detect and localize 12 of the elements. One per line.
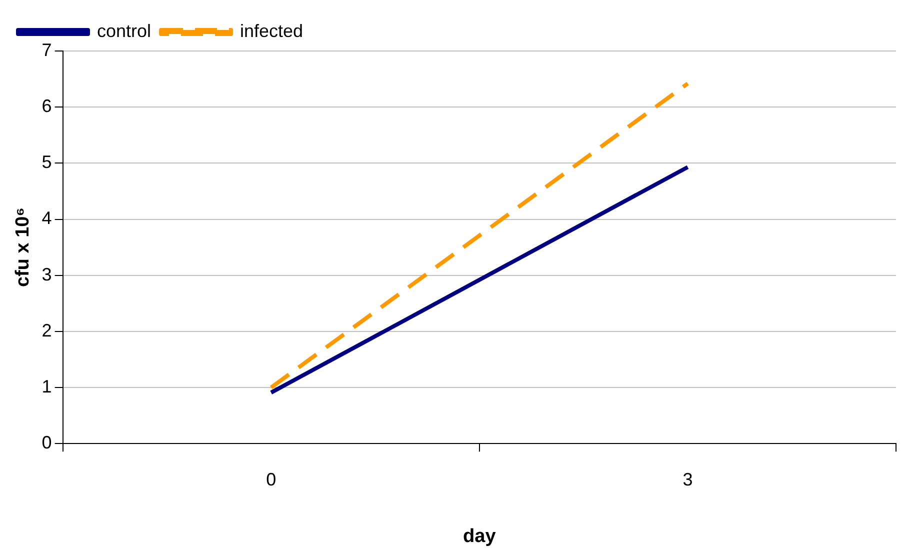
- y-tick-label: 2: [42, 320, 52, 340]
- y-tick-label: 3: [42, 264, 52, 284]
- y-tick-label: 4: [42, 208, 52, 228]
- legend-label: control: [97, 20, 152, 41]
- y-tick-label: 5: [42, 152, 52, 172]
- y-tick-label: 0: [42, 432, 52, 453]
- y-tick-label: 6: [42, 96, 52, 116]
- y-axis-title: cfu x 10⁶: [12, 208, 34, 288]
- y-tick-label: 7: [42, 40, 52, 60]
- y-tick-label: 1: [42, 376, 52, 396]
- legend-label: infected: [240, 20, 304, 41]
- x-axis-title: day: [463, 526, 496, 547]
